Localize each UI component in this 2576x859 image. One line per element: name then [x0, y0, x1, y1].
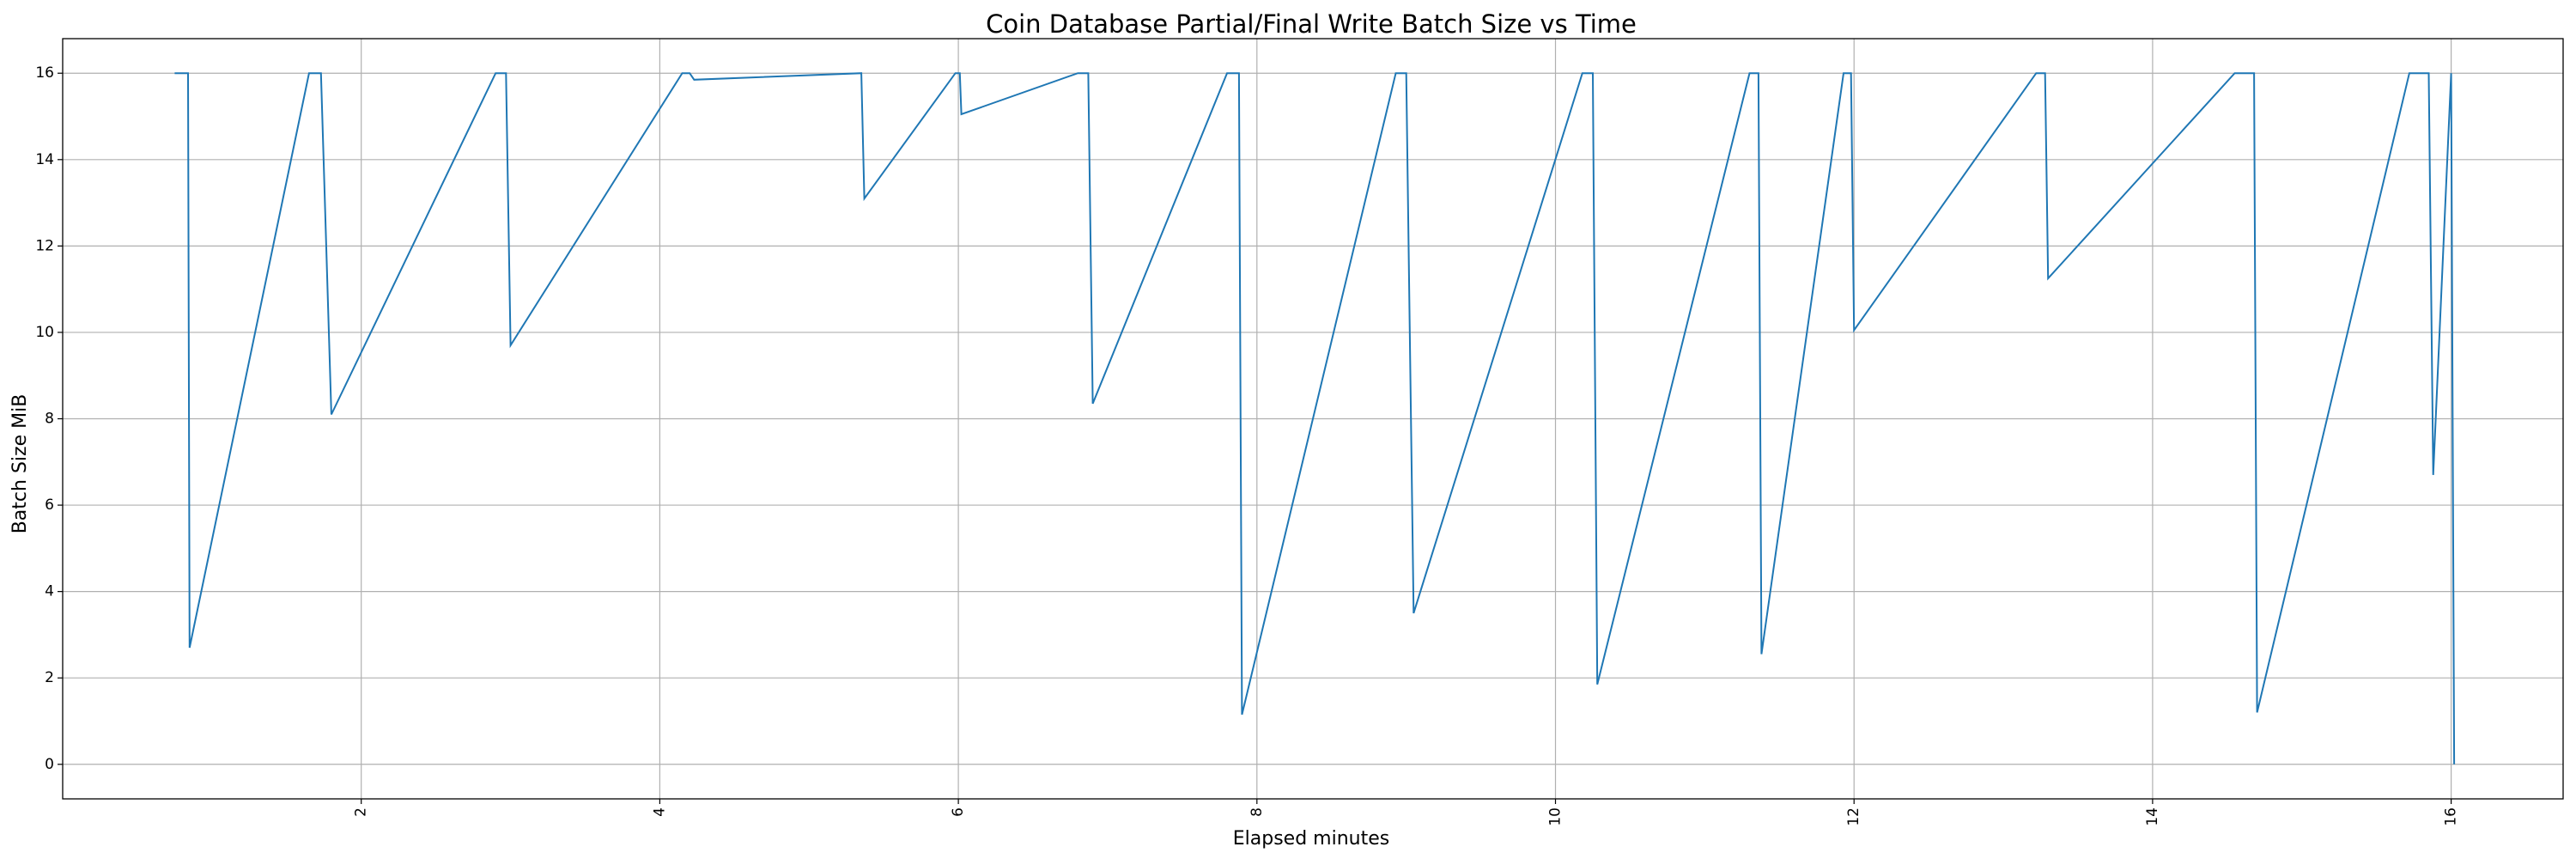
- x-tick-label: 10: [1547, 807, 1564, 826]
- y-tick-label: 14: [35, 151, 54, 168]
- y-tick-label: 12: [35, 237, 54, 254]
- x-tick-label: 14: [2144, 807, 2161, 826]
- x-tick-label: 12: [1845, 807, 1862, 826]
- chart-title: Coin Database Partial/Final Write Batch …: [986, 9, 1637, 39]
- x-tick-label: 8: [1249, 807, 1266, 817]
- y-axis-label: Batch Size MiB: [9, 394, 31, 534]
- axis-ticks: 2 4 6 8 10 12 14 16 0 2 4 6 8 10 12 14 16: [35, 64, 2459, 825]
- x-tick-label: 4: [651, 807, 668, 817]
- y-tick-label: 4: [45, 583, 54, 600]
- x-tick-label: 6: [950, 807, 967, 817]
- x-axis-label: Elapsed minutes: [1233, 828, 1389, 850]
- y-tick-label: 8: [45, 411, 54, 428]
- y-tick-label: 10: [35, 324, 54, 341]
- x-tick-label: 2: [353, 807, 370, 817]
- y-tick-label: 0: [45, 756, 54, 773]
- x-tick-label: 16: [2443, 807, 2460, 826]
- y-tick-label: 16: [35, 64, 54, 82]
- y-tick-label: 2: [45, 669, 54, 686]
- series-line: [174, 72, 2456, 765]
- y-tick-label: 6: [45, 497, 54, 514]
